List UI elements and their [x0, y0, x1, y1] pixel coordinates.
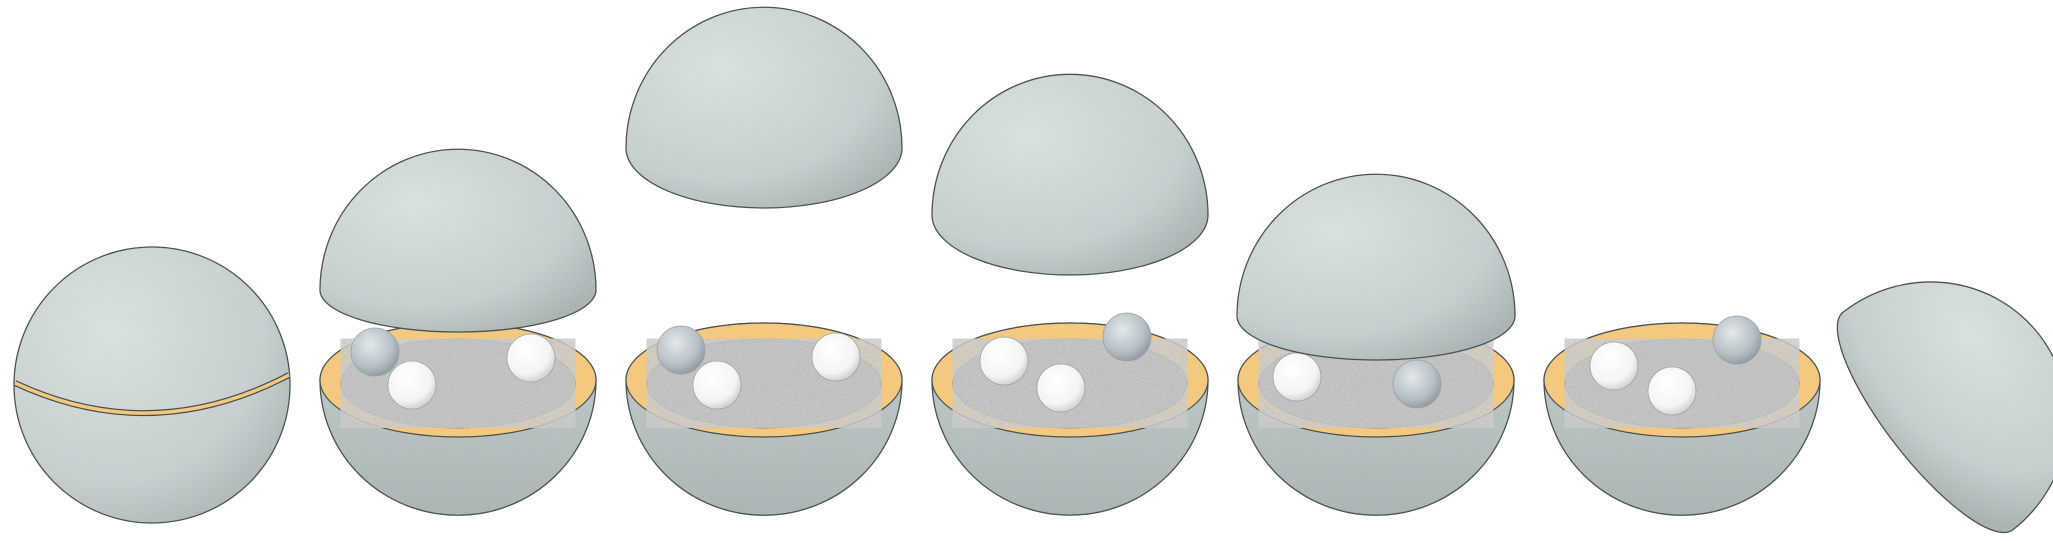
- white-ball: [387, 360, 437, 410]
- panel-2: [319, 148, 597, 516]
- grey-ball: [1712, 315, 1762, 365]
- lid: [1836, 281, 2053, 534]
- grey-ball: [350, 327, 400, 377]
- white-ball: [979, 336, 1029, 386]
- granular-texture: [1258, 338, 1494, 428]
- white-ball: [811, 332, 861, 382]
- grey-ball: [1392, 359, 1442, 409]
- panel-5: [1236, 173, 1516, 516]
- lid-texture: [320, 149, 596, 332]
- lid-texture: [1837, 281, 2053, 533]
- panel-4: [931, 73, 1209, 516]
- lid: [931, 73, 1209, 276]
- lid: [319, 148, 597, 333]
- white-ball: [692, 360, 742, 410]
- grey-ball: [656, 325, 706, 375]
- lid: [1236, 173, 1516, 361]
- lid: [625, 6, 903, 209]
- grey-ball: [1102, 312, 1152, 362]
- white-ball: [1647, 366, 1697, 416]
- white-ball: [1272, 352, 1322, 402]
- panel-closed-sphere: [13, 246, 291, 524]
- seam-band: [14, 373, 290, 415]
- white-ball: [506, 333, 556, 383]
- white-ball: [1036, 363, 1086, 413]
- panel-6-lid: [1836, 281, 2053, 534]
- panel-6: [1543, 315, 1821, 516]
- lid-texture: [1237, 174, 1515, 360]
- sphere-texture: [14, 247, 290, 523]
- white-ball: [1589, 341, 1639, 391]
- lid-texture: [932, 74, 1208, 275]
- panel-3: [625, 6, 903, 516]
- lid-texture: [626, 7, 902, 209]
